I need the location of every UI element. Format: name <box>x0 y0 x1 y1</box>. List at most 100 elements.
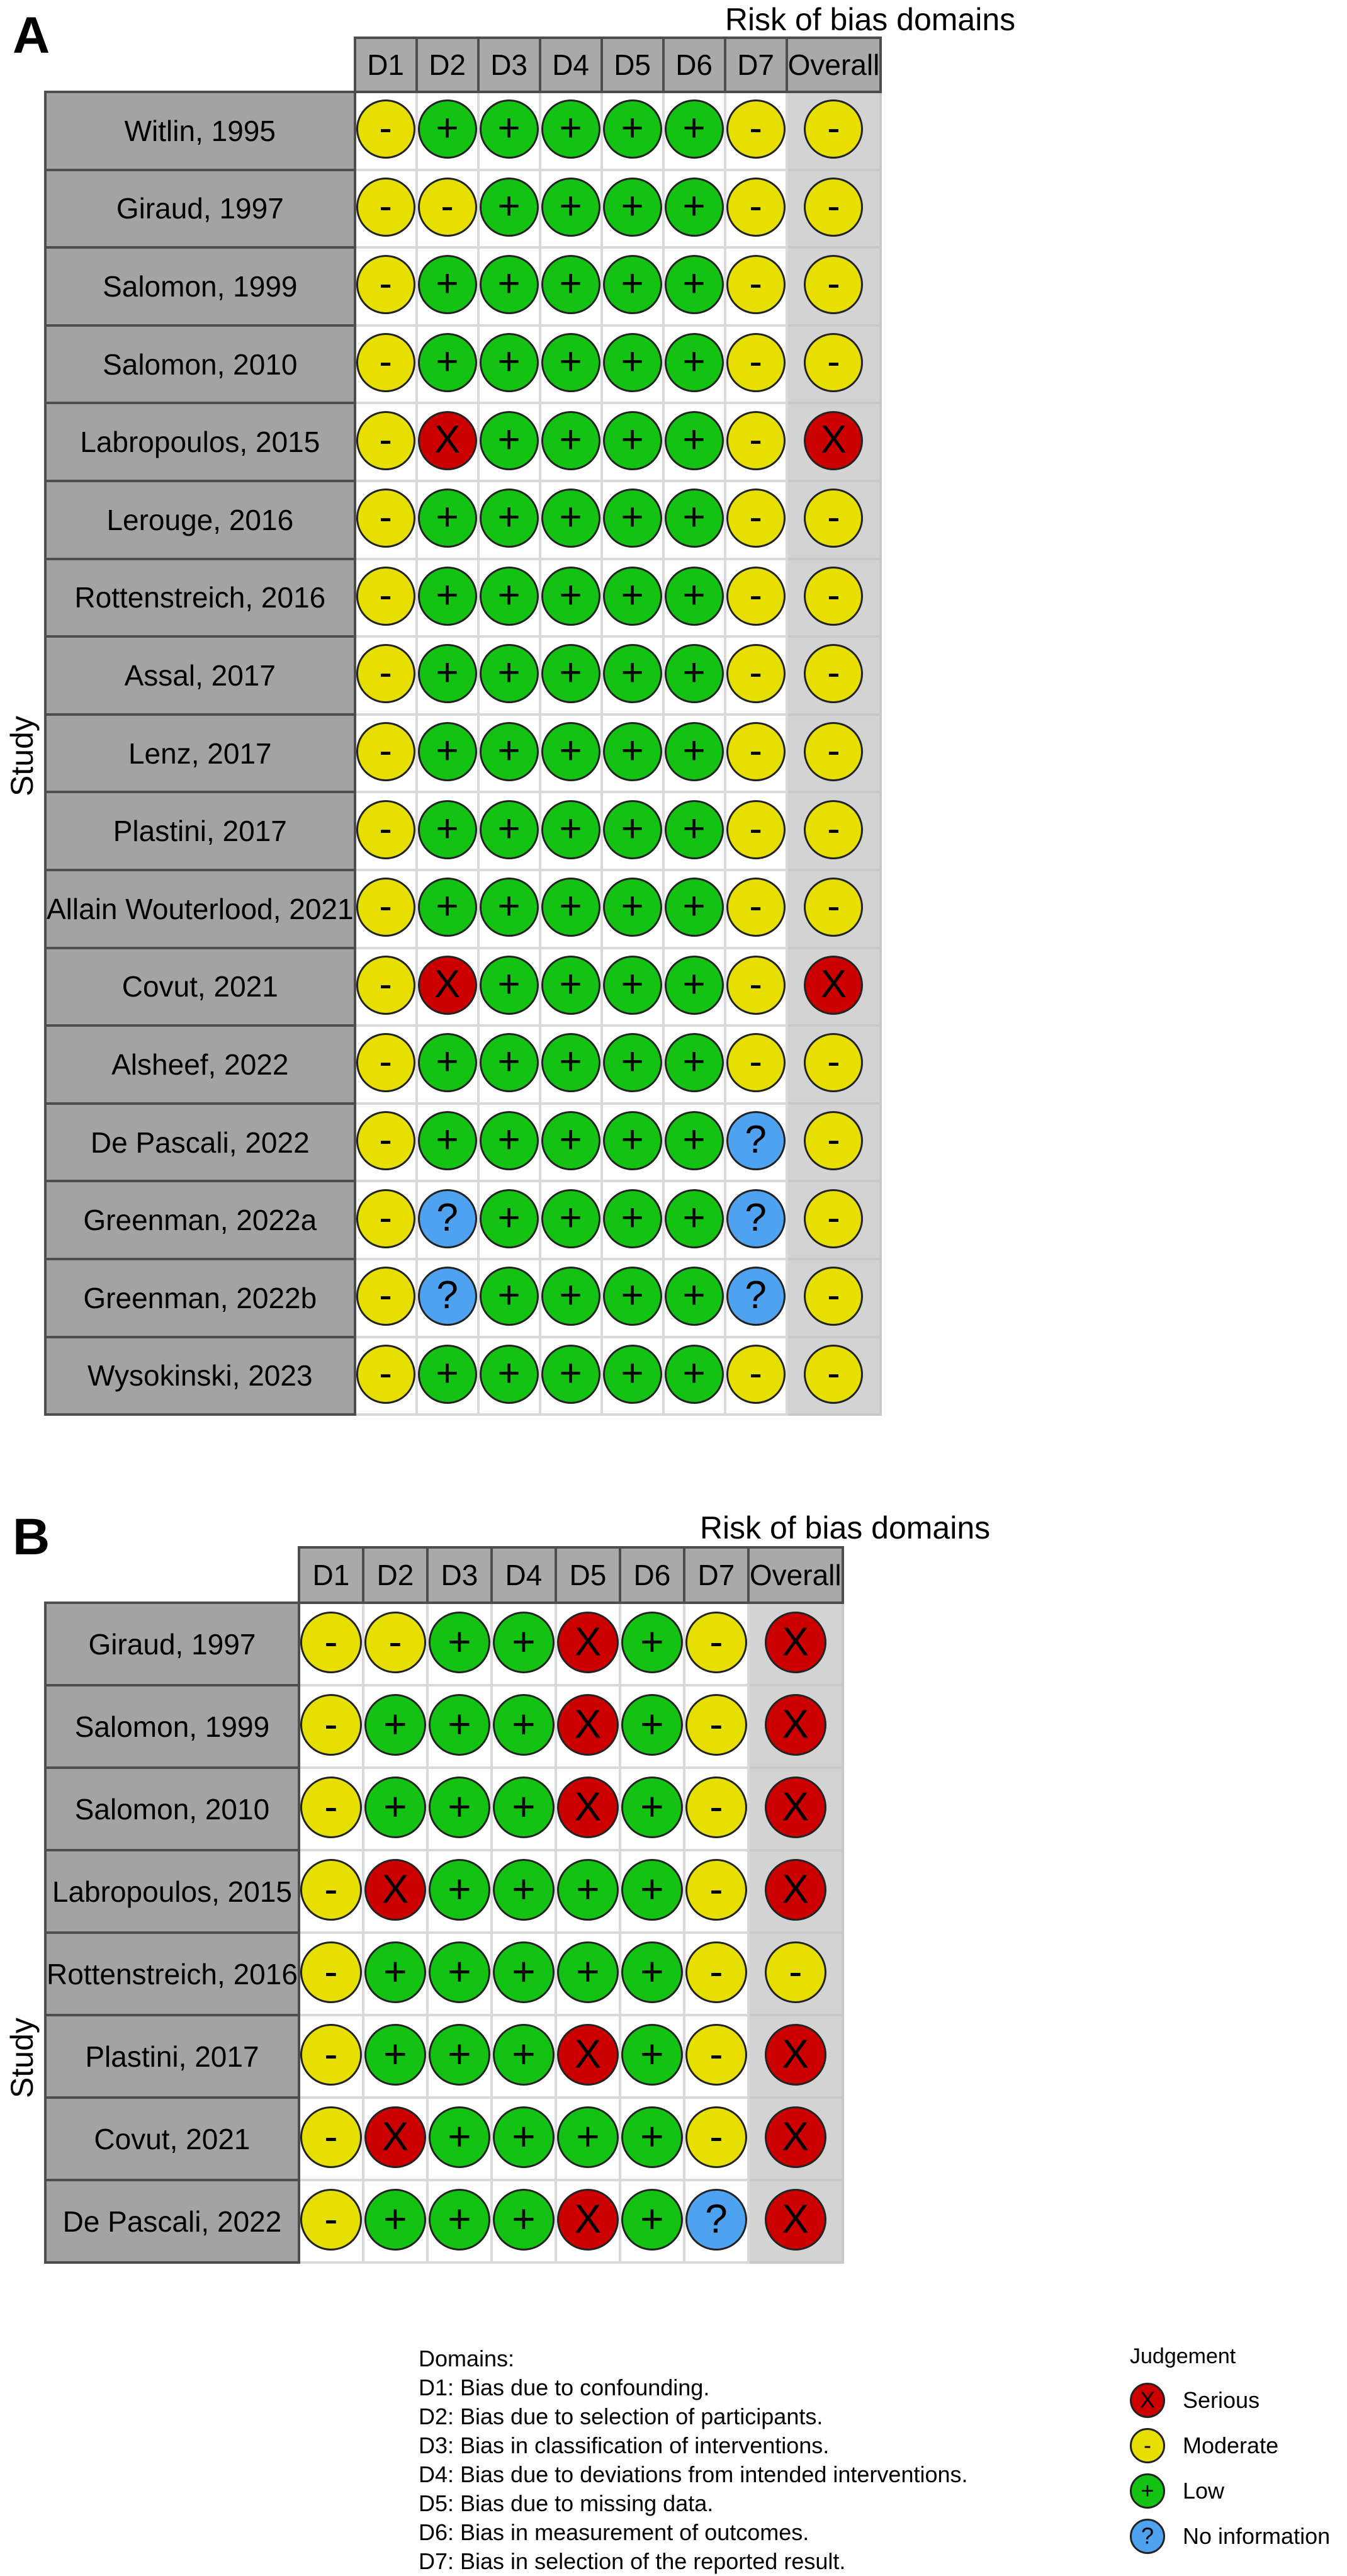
judgement-cell-d7: - <box>723 946 788 1027</box>
judgement-cell-d7: - <box>723 635 788 716</box>
low-judgement-icon: + <box>417 255 477 315</box>
moderate-judgement-icon: - <box>356 489 415 548</box>
moderate-judgement-icon: - <box>804 489 864 548</box>
low-judgement-icon: + <box>364 1777 426 1838</box>
study-label: Rottenstreich, 2016 <box>44 1931 300 2016</box>
moderate-judgement-icon: - <box>356 644 415 704</box>
low-judgement-icon: + <box>417 1111 477 1171</box>
study-row: Salomon, 1999- + + + + + - - <box>44 246 882 327</box>
low-judgement-icon: + <box>541 1344 600 1404</box>
moderate-judgement-icon: - <box>685 1859 747 1921</box>
study-row: Salomon, 1999- + + + X + - X <box>44 1684 844 1769</box>
judgement-cell-d1: - <box>297 1931 364 2016</box>
domain-legend-line: D1: Bias due to confounding. <box>419 2375 710 2400</box>
low-judgement-icon: + <box>556 2106 619 2168</box>
study-label: Assal, 2017 <box>44 635 356 716</box>
domain-header-d5: D5 <box>600 37 665 93</box>
judgement-cell-d4: + <box>538 1257 603 1338</box>
study-row: Labropoulos, 2015- X + + + + - X <box>44 402 882 482</box>
domains-legend-heading: Domains: <box>419 2346 515 2371</box>
moderate-judgement-icon: - <box>726 644 786 704</box>
low-judgement-icon: + <box>364 2024 426 2086</box>
study-label: De Pascali, 2022 <box>44 2179 300 2264</box>
low-judgement-icon: + <box>479 722 539 782</box>
judgement-cell-d1: - <box>353 557 418 638</box>
moderate-judgement-icon: - <box>804 177 864 237</box>
judgement-cell-overall: - <box>785 91 882 171</box>
judgement-cell-overall: - <box>785 1257 882 1338</box>
domain-header-d3: D3 <box>426 1546 493 1604</box>
judgement-cell-overall: - <box>785 868 882 949</box>
study-row: Salomon, 2010- + + + X + - X <box>44 1766 844 1851</box>
study-row: Plastini, 2017- + + + + + - - <box>44 791 882 871</box>
serious-judgement-icon: X <box>417 955 477 1015</box>
judgement-cell-overall: - <box>785 1335 882 1416</box>
study-row: Plastini, 2017- + + + X + - X <box>44 2014 844 2099</box>
judgement-cell-d2: X <box>361 1849 429 1934</box>
domain-header-overall: Overall <box>747 1546 844 1604</box>
low-judgement-icon: + <box>479 333 539 393</box>
judgement-cell-overall: - <box>747 1931 844 2016</box>
domain-header-d7: D7 <box>682 1546 750 1604</box>
low-judgement-icon: + <box>602 1111 662 1171</box>
moderate-judgement-icon: - <box>726 489 786 548</box>
judgement-cell-d6: + <box>618 1849 685 1934</box>
low-judgement-icon: + <box>364 1694 426 1756</box>
judgement-cell-d4: + <box>490 1684 557 1769</box>
judgement-cell-d3: + <box>426 1684 493 1769</box>
low-judgement-icon: + <box>417 1344 477 1404</box>
moderate-judgement-icon: - <box>356 333 415 393</box>
judgement-cell-d3: + <box>476 479 541 560</box>
judgement-cell-d2: + <box>415 791 480 871</box>
judgement-cell-overall: - <box>785 246 882 327</box>
low-judgement-icon: + <box>479 566 539 626</box>
low-judgement-icon: + <box>428 1941 490 2003</box>
judgement-cell-d7: - <box>682 1684 750 1769</box>
study-label: Rottenstreich, 2016 <box>44 557 356 638</box>
study-row: Giraud, 1997- - + + X + - X <box>44 1602 844 1686</box>
moderate-judgement-icon: - <box>726 799 786 859</box>
judgement-cell-overall: - <box>785 635 882 716</box>
moderate-judgement-icon: - <box>356 1267 415 1326</box>
domain-header-d4: D4 <box>538 37 603 93</box>
low-judgement-icon: + <box>664 1111 724 1171</box>
moderate-judgement-icon: - <box>685 1777 747 1838</box>
low-judgement-icon: + <box>664 799 724 859</box>
low-judgement-icon: + <box>664 1344 724 1404</box>
judgement-cell-d2: + <box>415 1335 480 1416</box>
low-judgement-icon: + <box>602 722 662 782</box>
judgement-cell-overall: X <box>747 1849 844 1934</box>
moderate-judgement-icon: - <box>356 177 415 237</box>
judgement-cell-d6: + <box>618 2179 685 2264</box>
serious-judgement-icon: X <box>764 1777 826 1838</box>
study-label: Salomon, 2010 <box>44 1766 300 1851</box>
judgement-cell-d2: + <box>361 1931 429 2016</box>
moderate-judgement-icon: - <box>804 1033 864 1093</box>
domain-header-d6: D6 <box>662 37 726 93</box>
study-label: Plastini, 2017 <box>44 2014 300 2099</box>
low-judgement-icon: + <box>479 955 539 1015</box>
judgement-cell-d5: + <box>600 791 665 871</box>
moderate-judgement-icon: - <box>804 333 864 393</box>
moderate-judgement-icon: - <box>300 1694 362 1756</box>
serious-judgement-icon: X <box>556 2024 619 2086</box>
low-judgement-icon: + <box>479 644 539 704</box>
moderate-judgement-icon: - <box>356 955 415 1015</box>
study-label: Greenman, 2022b <box>44 1257 356 1338</box>
judgement-cell-d7: - <box>723 246 788 327</box>
judgement-cell-d6: + <box>618 1684 685 1769</box>
judgement-cell-d2: - <box>415 168 480 249</box>
low-judgement-icon: + <box>492 1941 555 2003</box>
judgement-cell-d1: - <box>353 635 418 716</box>
judgement-cell-d3: + <box>426 2014 493 2099</box>
low-judgement-icon: + <box>479 1344 539 1404</box>
judgement-cell-d1: - <box>297 2179 364 2264</box>
judgement-cell-d4: + <box>538 1102 603 1183</box>
judgement-cell-d2: + <box>415 1102 480 1183</box>
judgement-cell-d1: - <box>297 1849 364 1934</box>
low-judgement-icon: + <box>541 566 600 626</box>
judgement-cell-d6: + <box>662 168 726 249</box>
low-judgement-icon: + <box>602 410 662 470</box>
no-information-judgement-icon: ? <box>417 1189 477 1248</box>
judgement-cell-d1: - <box>353 713 418 794</box>
